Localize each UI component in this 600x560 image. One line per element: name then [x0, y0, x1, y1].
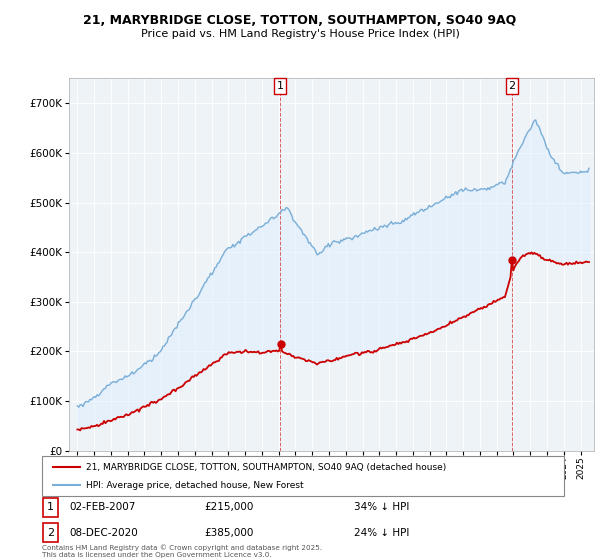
- Text: 1: 1: [47, 502, 54, 512]
- Text: 34% ↓ HPI: 34% ↓ HPI: [354, 502, 409, 512]
- Text: £215,000: £215,000: [204, 502, 253, 512]
- Text: Price paid vs. HM Land Registry's House Price Index (HPI): Price paid vs. HM Land Registry's House …: [140, 29, 460, 39]
- Text: Contains HM Land Registry data © Crown copyright and database right 2025.
This d: Contains HM Land Registry data © Crown c…: [42, 545, 322, 558]
- Text: 2: 2: [47, 528, 54, 538]
- Text: 08-DEC-2020: 08-DEC-2020: [69, 528, 138, 538]
- Text: HPI: Average price, detached house, New Forest: HPI: Average price, detached house, New …: [86, 480, 304, 489]
- Text: 02-FEB-2007: 02-FEB-2007: [69, 502, 136, 512]
- Text: 21, MARYBRIDGE CLOSE, TOTTON, SOUTHAMPTON, SO40 9AQ: 21, MARYBRIDGE CLOSE, TOTTON, SOUTHAMPTO…: [83, 14, 517, 27]
- Text: £385,000: £385,000: [204, 528, 253, 538]
- Text: 24% ↓ HPI: 24% ↓ HPI: [354, 528, 409, 538]
- Text: 21, MARYBRIDGE CLOSE, TOTTON, SOUTHAMPTON, SO40 9AQ (detached house): 21, MARYBRIDGE CLOSE, TOTTON, SOUTHAMPTO…: [86, 463, 446, 472]
- Text: 1: 1: [277, 81, 284, 91]
- Text: 2: 2: [509, 81, 516, 91]
